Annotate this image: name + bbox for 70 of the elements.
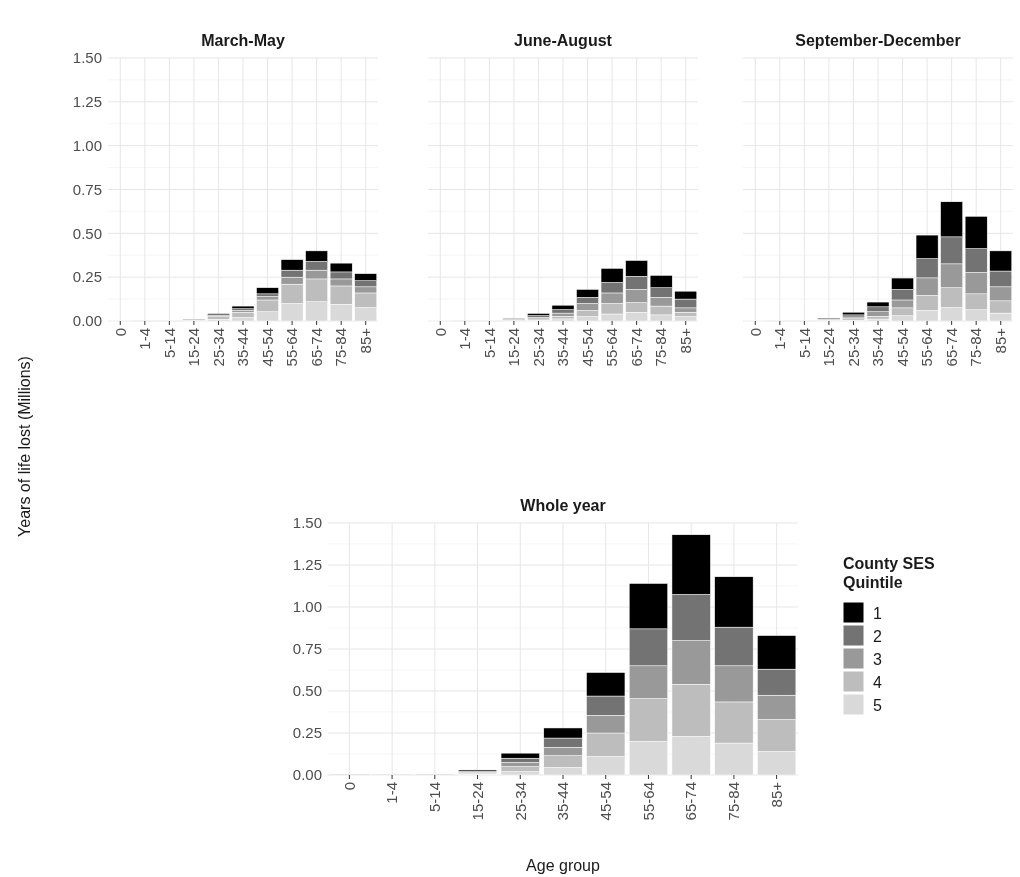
y-tick-label: 1.00 bbox=[72, 136, 102, 154]
x-tick-label: 35-44 bbox=[234, 328, 252, 367]
x-tick-label: 5-14 bbox=[480, 328, 498, 359]
x-tick-label: 45-54 bbox=[893, 328, 911, 367]
x-tick-label: 15-24 bbox=[468, 782, 486, 821]
legend-label: 4 bbox=[873, 673, 882, 691]
x-tick-label: 0 bbox=[340, 782, 358, 791]
y-axis-title: Years of life lost (Millions) bbox=[16, 356, 33, 537]
chart-title: Whole year bbox=[520, 497, 606, 514]
legend-label: 5 bbox=[873, 696, 882, 714]
y-tick-label: 1.25 bbox=[292, 556, 322, 574]
x-tick-label: 45-54 bbox=[578, 328, 596, 367]
x-tick-label: 65-74 bbox=[682, 782, 700, 821]
x-tick-label: 75-84 bbox=[725, 782, 743, 821]
x-tick-label: 1-4 bbox=[456, 328, 474, 350]
x-tick-label: 0 bbox=[111, 328, 129, 337]
x-tick-label: 35-44 bbox=[554, 782, 572, 821]
y-tick-label: 0.75 bbox=[72, 180, 102, 198]
x-tick-label: 55-64 bbox=[639, 782, 657, 821]
legend-title: County SES Quintile bbox=[843, 555, 935, 591]
x-tick-label: 55-64 bbox=[603, 328, 621, 367]
x-tick-label: 1-4 bbox=[771, 328, 789, 350]
x-tick-label: 25-34 bbox=[209, 328, 227, 367]
x-tick-label: 45-54 bbox=[258, 328, 276, 367]
x-tick-label: 0 bbox=[746, 328, 764, 337]
x-tick-label: 35-44 bbox=[869, 328, 887, 367]
x-tick-label: 25-34 bbox=[529, 328, 547, 367]
x-tick-label: 75-84 bbox=[652, 328, 670, 367]
x-tick-label: 75-84 bbox=[332, 328, 350, 367]
y-tick-label: 0.00 bbox=[72, 312, 102, 330]
chart-title: September-December bbox=[795, 32, 961, 49]
y-tick-label: 0.50 bbox=[292, 682, 322, 700]
x-tick-label: 55-64 bbox=[918, 328, 936, 367]
x-tick-label: 5-14 bbox=[426, 782, 444, 813]
y-tick-label: 0.25 bbox=[292, 724, 322, 742]
x-tick-label: 65-74 bbox=[942, 328, 960, 367]
legend-label: 3 bbox=[873, 650, 882, 668]
x-tick-label: 1-4 bbox=[383, 782, 401, 804]
x-tick-label: 15-24 bbox=[820, 328, 838, 367]
x-tick-label: 5-14 bbox=[160, 328, 178, 359]
y-tick-label: 1.50 bbox=[72, 49, 102, 67]
chart-title: June-August bbox=[514, 32, 613, 49]
y-tick-label: 1.50 bbox=[292, 514, 322, 532]
x-tick-label: 0 bbox=[431, 328, 449, 337]
x-tick-label: 15-24 bbox=[505, 328, 523, 367]
x-tick-label: 65-74 bbox=[627, 328, 645, 367]
x-tick-label: 55-64 bbox=[283, 328, 301, 367]
y-tick-label: 0.00 bbox=[292, 766, 322, 784]
legend-label: 2 bbox=[873, 627, 882, 645]
x-tick-label: 85+ bbox=[991, 327, 1009, 354]
y-tick-label: 1.00 bbox=[292, 598, 322, 616]
y-tick-label: 0.50 bbox=[72, 224, 102, 242]
x-tick-label: 35-44 bbox=[554, 328, 572, 367]
y-tick-label: 0.25 bbox=[72, 268, 102, 286]
x-tick-label: 85+ bbox=[356, 327, 374, 354]
x-tick-label: 25-34 bbox=[511, 782, 529, 821]
legend-label: 1 bbox=[873, 604, 882, 622]
x-axis-title: Age group bbox=[526, 857, 601, 874]
y-tick-label: 1.25 bbox=[72, 93, 102, 111]
x-tick-label: 1-4 bbox=[136, 328, 154, 350]
x-tick-label: 65-74 bbox=[307, 328, 325, 367]
y-tick-label: 0.75 bbox=[292, 640, 322, 658]
x-tick-label: 25-34 bbox=[844, 328, 862, 367]
x-tick-label: 75-84 bbox=[967, 328, 985, 367]
x-tick-label: 85+ bbox=[676, 327, 694, 354]
x-tick-label: 45-54 bbox=[596, 782, 614, 821]
chart-title: March-May bbox=[201, 32, 285, 49]
x-tick-label: 5-14 bbox=[795, 328, 813, 359]
x-tick-label: 85+ bbox=[767, 781, 785, 808]
x-tick-label: 15-24 bbox=[185, 328, 203, 367]
